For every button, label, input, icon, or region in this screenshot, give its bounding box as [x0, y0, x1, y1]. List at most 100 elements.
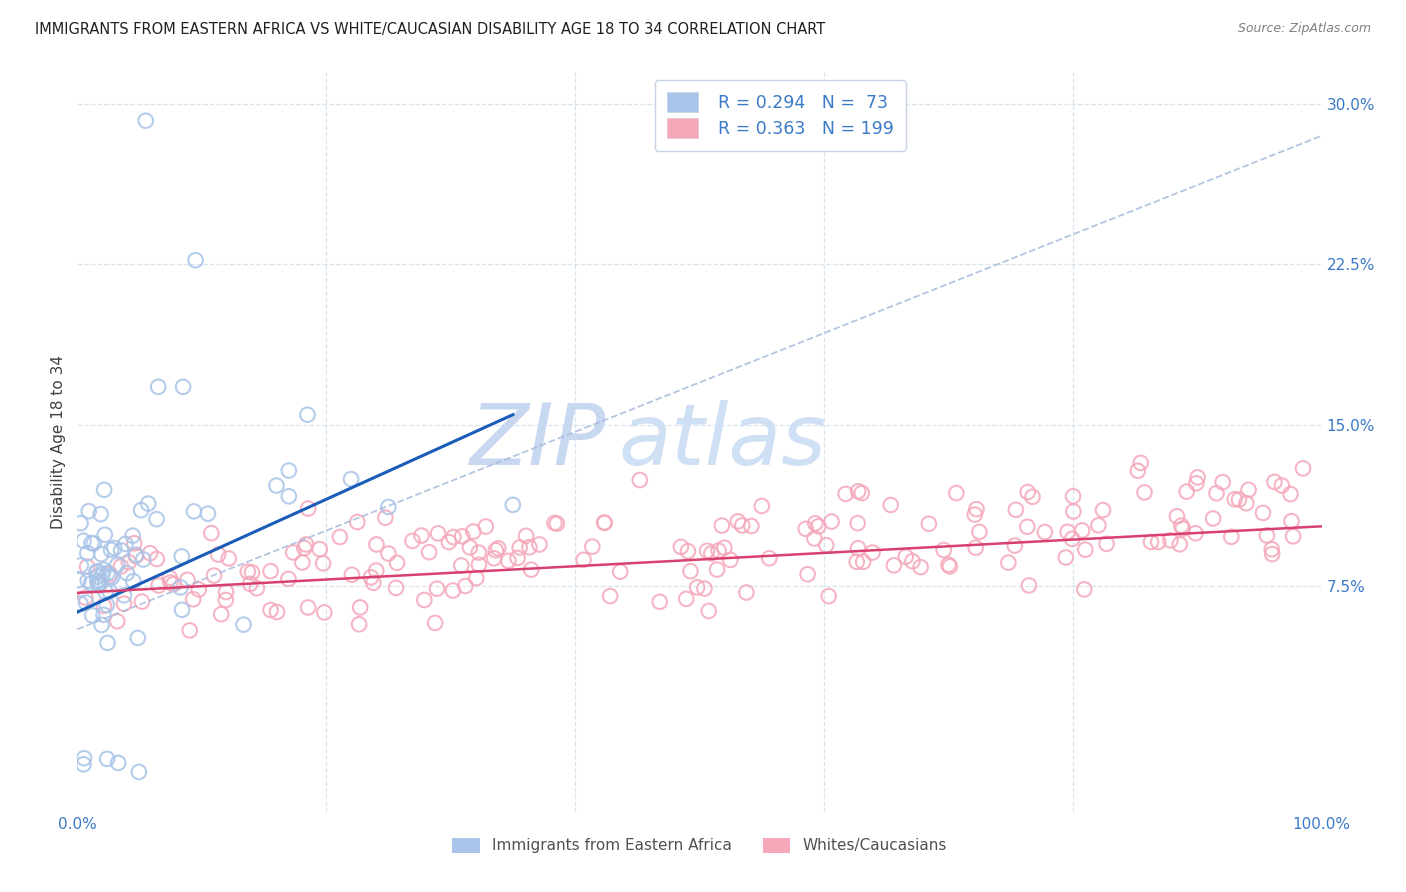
- Point: [693, 582, 716, 596]
- Point: [1168, 537, 1191, 551]
- Point: [862, 545, 884, 559]
- Point: [239, 577, 262, 591]
- Point: [846, 516, 869, 531]
- Point: [707, 543, 730, 558]
- Point: [128, 764, 150, 779]
- Point: [148, 380, 170, 394]
- Point: [112, 597, 135, 611]
- Point: [883, 558, 905, 573]
- Point: [1095, 537, 1118, 551]
- Point: [266, 605, 288, 619]
- Point: [110, 559, 132, 574]
- Point: [90, 507, 112, 521]
- Point: [1212, 475, 1234, 489]
- Point: [291, 556, 314, 570]
- Point: [83, 536, 105, 550]
- Point: [80, 536, 103, 550]
- Point: [170, 603, 193, 617]
- Point: [1062, 504, 1084, 518]
- Point: [75, 591, 97, 605]
- Point: [1279, 487, 1302, 501]
- Point: [1071, 524, 1094, 538]
- Point: [86, 574, 108, 588]
- Point: [509, 541, 531, 555]
- Point: [1056, 524, 1078, 539]
- Point: [740, 519, 762, 533]
- Point: [706, 563, 728, 577]
- Point: [852, 555, 875, 569]
- Point: [1091, 503, 1114, 517]
- Point: [125, 548, 148, 562]
- Point: [427, 526, 450, 541]
- Point: [297, 408, 319, 422]
- Point: [669, 540, 692, 554]
- Point: [277, 463, 299, 477]
- Point: [218, 551, 240, 566]
- Point: [502, 498, 524, 512]
- Point: [731, 518, 754, 533]
- Point: [110, 543, 132, 558]
- Point: [314, 606, 336, 620]
- Point: [90, 547, 112, 561]
- Point: [1017, 485, 1039, 500]
- Point: [73, 751, 96, 765]
- Point: [86, 565, 108, 579]
- Point: [118, 555, 141, 569]
- Point: [807, 519, 830, 533]
- Point: [572, 553, 595, 567]
- Point: [76, 559, 98, 574]
- Point: [75, 596, 97, 610]
- Point: [135, 113, 157, 128]
- Point: [87, 577, 110, 591]
- Point: [105, 558, 128, 572]
- Point: [385, 581, 408, 595]
- Point: [963, 508, 986, 522]
- Point: [100, 542, 122, 557]
- Point: [145, 512, 167, 526]
- Point: [1185, 476, 1208, 491]
- Point: [127, 631, 149, 645]
- Point: [1073, 582, 1095, 597]
- Point: [72, 533, 94, 548]
- Point: [727, 514, 749, 528]
- Point: [90, 618, 112, 632]
- Point: [121, 529, 143, 543]
- Point: [112, 588, 135, 602]
- Point: [1263, 475, 1285, 489]
- Point: [146, 552, 169, 566]
- Point: [451, 529, 474, 543]
- Point: [696, 543, 718, 558]
- Point: [87, 578, 110, 592]
- Point: [1175, 484, 1198, 499]
- Point: [529, 537, 551, 551]
- Point: [385, 556, 408, 570]
- Point: [969, 524, 991, 539]
- Point: [581, 540, 603, 554]
- Point: [676, 544, 699, 558]
- Point: [894, 549, 917, 564]
- Point: [1129, 456, 1152, 470]
- Text: ZIP: ZIP: [470, 400, 606, 483]
- Point: [939, 559, 962, 574]
- Point: [1147, 535, 1170, 549]
- Point: [98, 569, 121, 583]
- Point: [72, 757, 94, 772]
- Point: [236, 565, 259, 579]
- Point: [132, 552, 155, 566]
- Point: [1220, 530, 1243, 544]
- Point: [96, 598, 118, 612]
- Point: [1187, 470, 1209, 484]
- Point: [546, 516, 568, 531]
- Point: [846, 541, 869, 556]
- Point: [246, 581, 269, 595]
- Point: [506, 550, 529, 565]
- Point: [297, 600, 319, 615]
- Point: [295, 537, 318, 551]
- Point: [710, 518, 733, 533]
- Point: [277, 489, 299, 503]
- Point: [93, 563, 115, 577]
- Point: [458, 541, 481, 555]
- Point: [1087, 518, 1109, 533]
- Point: [1184, 526, 1206, 541]
- Point: [735, 585, 758, 599]
